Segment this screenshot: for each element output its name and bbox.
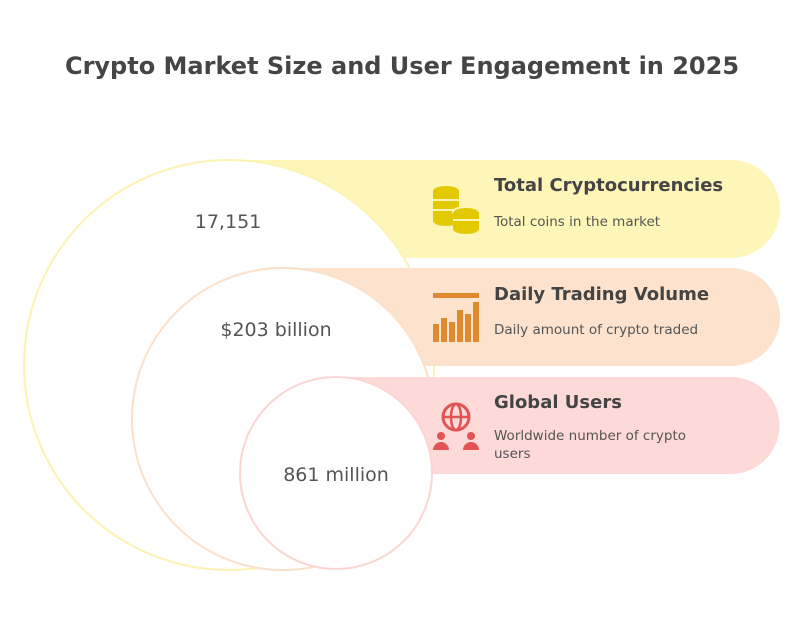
chart-icon xyxy=(433,293,479,342)
heading: Daily Trading Volume xyxy=(494,284,710,305)
value: 17,151 xyxy=(194,211,262,233)
globe-icon xyxy=(433,402,479,450)
value: 861 million xyxy=(283,464,389,486)
description: Worldwide number of crypto users xyxy=(494,428,687,462)
heading: Global Users xyxy=(494,392,622,413)
description: Daily amount of crypto traded xyxy=(494,322,699,338)
description: Total coins in the market xyxy=(494,214,661,230)
title: Crypto Market Size and User Engagement i… xyxy=(64,52,740,80)
circle xyxy=(239,376,433,570)
coins-icon xyxy=(433,186,480,234)
heading: Total Cryptocurrencies xyxy=(494,175,724,196)
value: $203 billion xyxy=(220,319,332,341)
